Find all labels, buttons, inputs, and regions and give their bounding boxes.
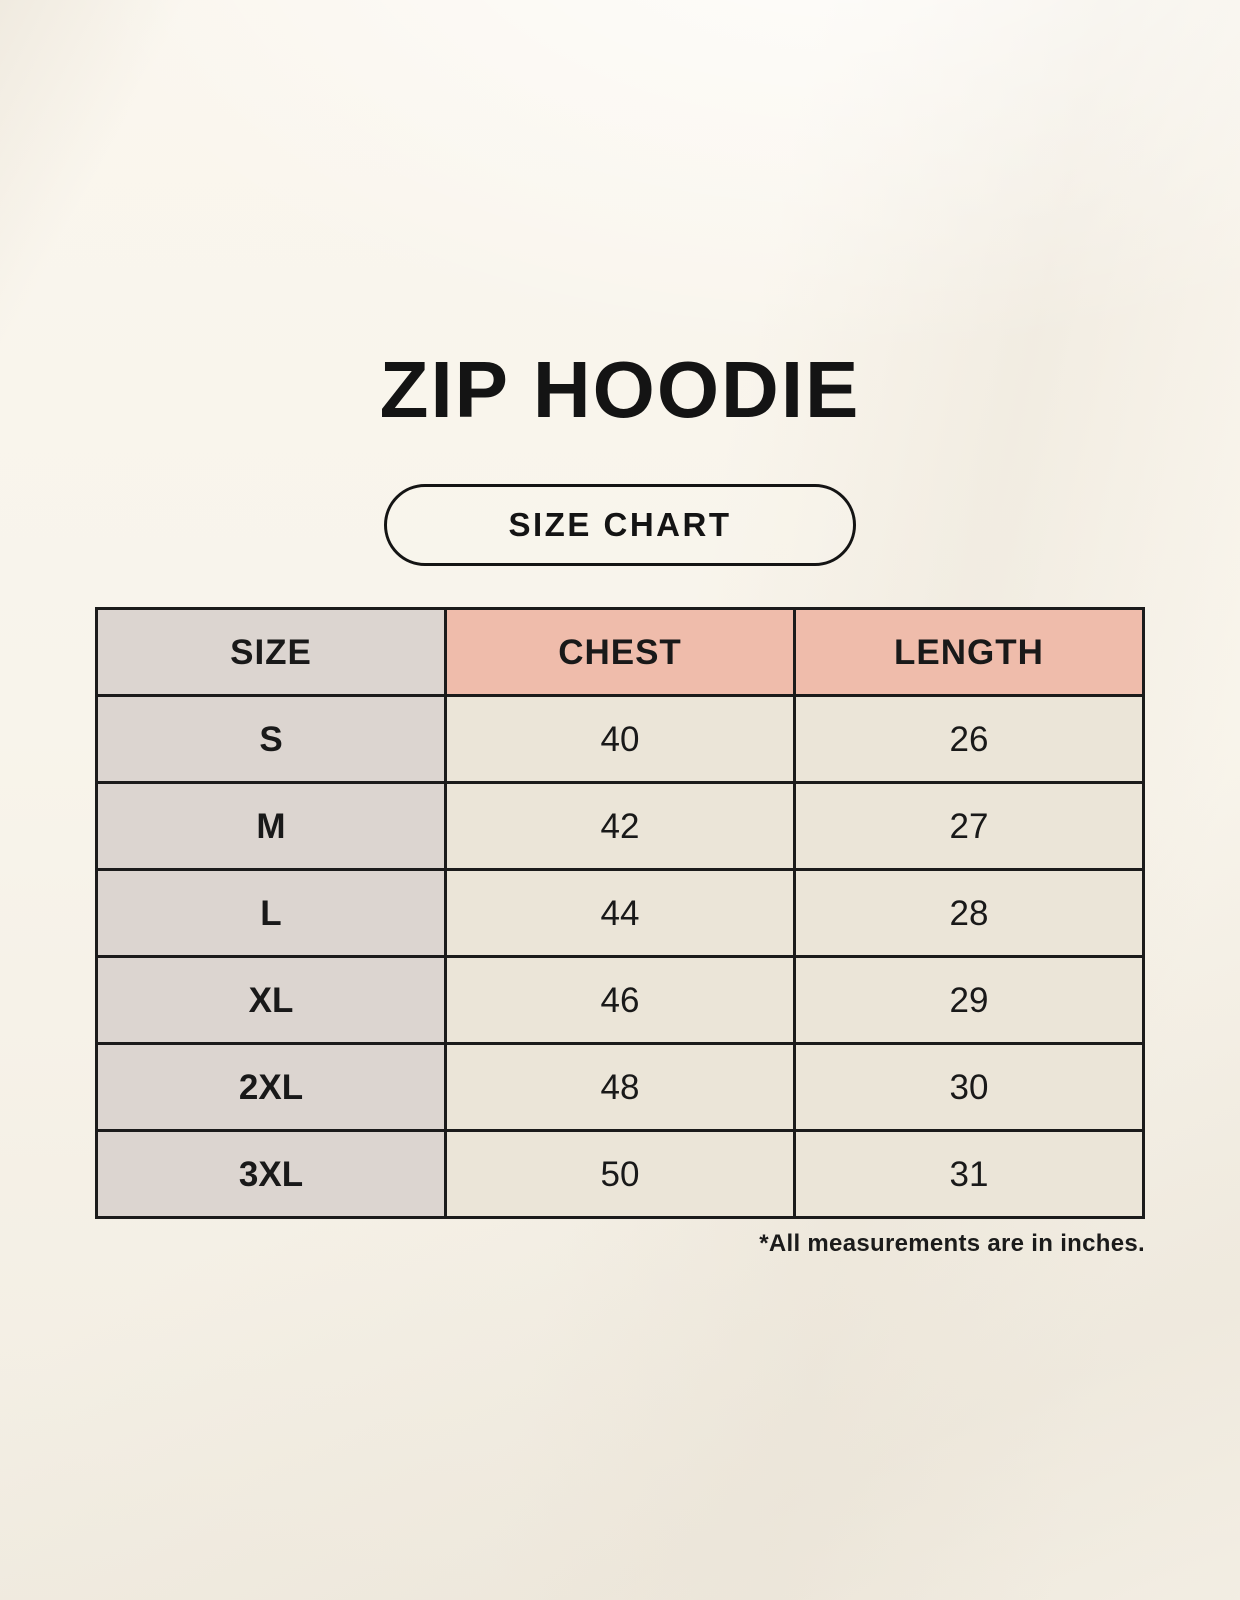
size-label: XL — [95, 955, 447, 1045]
measurements-footnote: *All measurements are in inches. — [759, 1230, 1145, 1257]
table-row-m: M 42 27 — [95, 781, 1145, 871]
column-header-size: SIZE — [95, 607, 447, 697]
size-label: L — [95, 868, 447, 958]
column-header-chest: CHEST — [444, 607, 796, 697]
size-chart-table: SIZE CHEST LENGTH S 40 26 M 42 27 L 44 2… — [95, 607, 1145, 1219]
table-row-s: S 40 26 — [95, 694, 1145, 784]
table-header-row: SIZE CHEST LENGTH — [95, 607, 1145, 697]
length-value: 28 — [793, 868, 1145, 958]
page-title: ZIP HOODIE — [379, 345, 861, 434]
chest-value: 42 — [444, 781, 796, 871]
table-row-xl: XL 46 29 — [95, 955, 1145, 1045]
chest-value: 46 — [444, 955, 796, 1045]
size-chart-button-label: SIZE CHART — [508, 506, 732, 543]
size-chart-button[interactable]: SIZE CHART — [384, 484, 856, 566]
table-row-l: L 44 28 — [95, 868, 1145, 958]
table-row-2xl: 2XL 48 30 — [95, 1042, 1145, 1132]
size-label: M — [95, 781, 447, 871]
size-label: S — [95, 694, 447, 784]
length-value: 27 — [793, 781, 1145, 871]
table-row-3xl: 3XL 50 31 — [95, 1129, 1145, 1219]
size-label: 2XL — [95, 1042, 447, 1132]
chest-value: 40 — [444, 694, 796, 784]
size-label: 3XL — [95, 1129, 447, 1219]
length-value: 26 — [793, 694, 1145, 784]
column-header-length: LENGTH — [793, 607, 1145, 697]
chest-value: 48 — [444, 1042, 796, 1132]
chest-value: 44 — [444, 868, 796, 958]
chest-value: 50 — [444, 1129, 796, 1219]
length-value: 30 — [793, 1042, 1145, 1132]
length-value: 31 — [793, 1129, 1145, 1219]
length-value: 29 — [793, 955, 1145, 1045]
